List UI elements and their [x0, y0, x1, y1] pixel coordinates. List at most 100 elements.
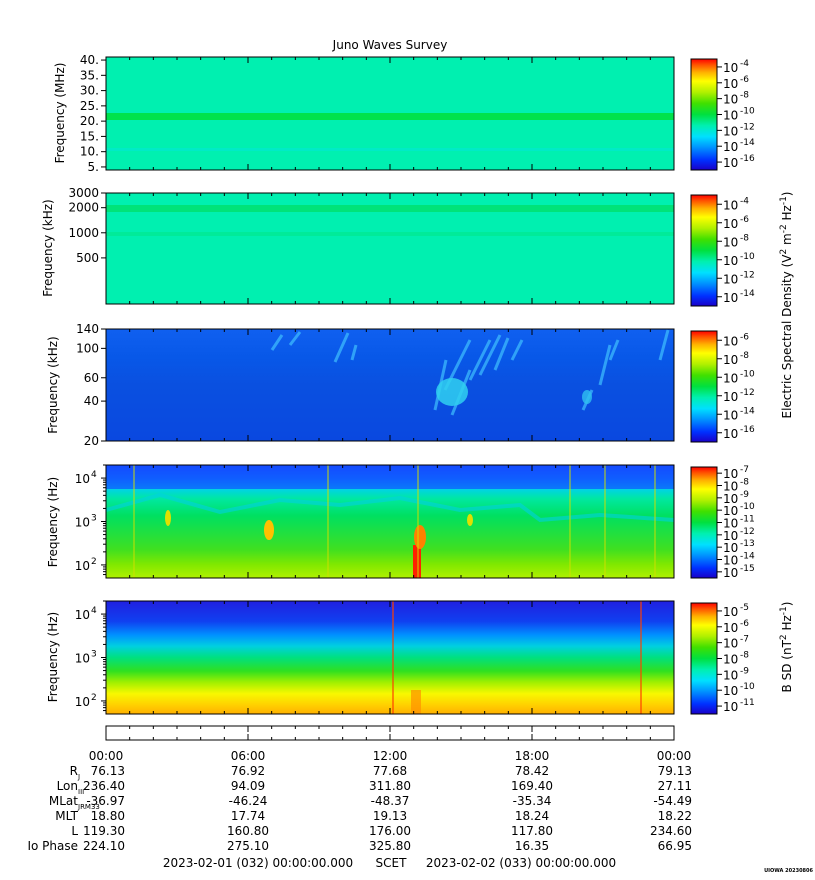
colorbar-tick-label: 10: [723, 371, 738, 385]
uiowa-stamp: UIOWA 20230806: [764, 868, 813, 874]
emission-streak: [608, 339, 620, 361]
y-tick-label: 10: [75, 559, 90, 573]
y-tick-label: 30.: [80, 84, 99, 98]
ephemeris-value: 76.13: [91, 764, 125, 778]
colorbar-tick-exponent: -8: [740, 233, 749, 243]
colorbar-tick-exponent: -6: [740, 332, 749, 342]
colorbar-tick-label: 10: [723, 566, 738, 580]
panel-4-ylabel: Frequency (Hz): [46, 477, 60, 568]
colorbar-tick-exponent: -12: [740, 388, 755, 398]
emission-streak: [350, 344, 358, 361]
emission-streak: [493, 337, 510, 371]
y-tick-label: 10: [75, 472, 90, 486]
emission-blob: [582, 390, 592, 404]
panel-4-emissions: [105, 465, 675, 578]
scet-label: SCET: [376, 856, 408, 870]
colorbar-tick-label: 10: [723, 235, 738, 249]
y-tick-label: 140: [76, 322, 99, 336]
time-label: 00:00: [89, 749, 124, 763]
y-tick-label: 10.: [80, 145, 99, 159]
colorbar-tick-label: 10: [723, 124, 738, 138]
ephemeris-value: 78.42: [515, 764, 549, 778]
ephemeris-value: 234.60: [650, 824, 692, 838]
colorbar-tick-label: 10: [723, 605, 738, 619]
colorbar-tick-label: 10: [723, 541, 738, 555]
colorbar-tick-label: 10: [723, 254, 738, 268]
colorbar-tick-exponent: -10: [740, 252, 755, 262]
y-tick-label: 20: [84, 434, 99, 448]
y-tick-exponent: 3: [91, 514, 97, 524]
y-tick-label: 35.: [80, 68, 99, 82]
ephemeris-row-label: MLT: [55, 809, 78, 823]
emission-streak: [288, 331, 302, 346]
colorbar-tick-label: 10: [723, 621, 738, 635]
y-tick-label: 15.: [80, 129, 99, 143]
y-tick-exponent: 2: [91, 693, 97, 703]
colorbar-tick-exponent: -15: [740, 564, 755, 574]
emission-streak: [598, 344, 612, 386]
start-time: 2023-02-01 (032) 00:00:00.000: [163, 856, 353, 870]
colorbar-tick-label: 10: [723, 554, 738, 568]
ephemeris-value: 160.80: [227, 824, 269, 838]
ephemeris-value: 275.10: [227, 839, 269, 853]
colorbar-tick-exponent: -4: [740, 59, 749, 69]
burst: [165, 510, 171, 526]
colorbar-tick-exponent: -6: [740, 619, 749, 629]
colorbar-tick-exponent: -8: [740, 478, 749, 488]
colorbar-tick-label: 10: [723, 517, 738, 531]
colorbar-tick-exponent: -14: [740, 552, 755, 562]
y-tick-label: 25.: [80, 99, 99, 113]
panel-4-colorbar: [690, 466, 718, 579]
time-label: 00:00: [657, 749, 692, 763]
ephemeris-value: -36.97: [86, 794, 125, 808]
colorbar-tick-label: 10: [723, 291, 738, 305]
y-tick-exponent: 4: [91, 606, 97, 616]
colorbar-tick-label: 10: [723, 529, 738, 543]
y-tick-exponent: 2: [91, 557, 97, 567]
colorbar-tick-label: 10: [723, 198, 738, 212]
colorbar-tick-exponent: -7: [740, 465, 749, 475]
burst: [414, 525, 426, 549]
colorbar-tick-label: 10: [723, 390, 738, 404]
ephemeris-value: 77.68: [373, 764, 407, 778]
colorbar-tick-exponent: -11: [740, 515, 755, 525]
ephemeris-value: 325.80: [369, 839, 411, 853]
colorbar-tick-label: 10: [723, 668, 738, 682]
panel-5-colorbar: [690, 602, 718, 715]
y-tick-label: 1000: [68, 226, 99, 240]
colorbar-tick-label: 10: [723, 61, 738, 75]
emission-streak: [510, 339, 524, 361]
ephemeris-value: -35.34: [513, 794, 552, 808]
cutoff-line: [105, 492, 675, 523]
ephemeris-value: 176.00: [369, 824, 411, 838]
ephemeris-value: 311.80: [369, 779, 411, 793]
colorbar-tick-exponent: -14: [740, 406, 755, 416]
panel-1-y-ticks: 5.10. 15.20.25.30. 35.40.: [80, 53, 675, 174]
ephemeris-table: 00:00 06:00 12:00 18:00 00:00 R J 76.13 76.92 77.…: [27, 749, 692, 853]
colorbar-tick-exponent: -12: [740, 270, 755, 280]
colorbar-tick-label: 10: [723, 140, 738, 154]
ephemeris-value: 18.80: [91, 809, 125, 823]
colorbar-tick-label: 10: [723, 156, 738, 170]
ephemeris-row-sub: JRM33: [77, 803, 100, 811]
panel-1: 5.10.15.20.25.30.35.40. Frequency (MHz) …: [53, 53, 755, 174]
colorbar-tick-exponent: -10: [740, 369, 755, 379]
colorbar-tick-label: 10: [723, 700, 738, 714]
time-label: 06:00: [231, 749, 266, 763]
ephemeris-row-label: R: [70, 764, 78, 778]
colorbar-tick-exponent: -8: [740, 651, 749, 661]
colorbar-tick-label: 10: [723, 480, 738, 494]
colorbar-tick-exponent: -14: [740, 289, 755, 299]
colorbar-tick-exponent: -11: [740, 698, 755, 708]
colorbar-tick-label: 10: [723, 77, 738, 91]
colorbar-tick-exponent: -8: [740, 351, 749, 361]
magnetic-colorbar-title: B SD (nT2 Hz-1): [779, 602, 794, 693]
